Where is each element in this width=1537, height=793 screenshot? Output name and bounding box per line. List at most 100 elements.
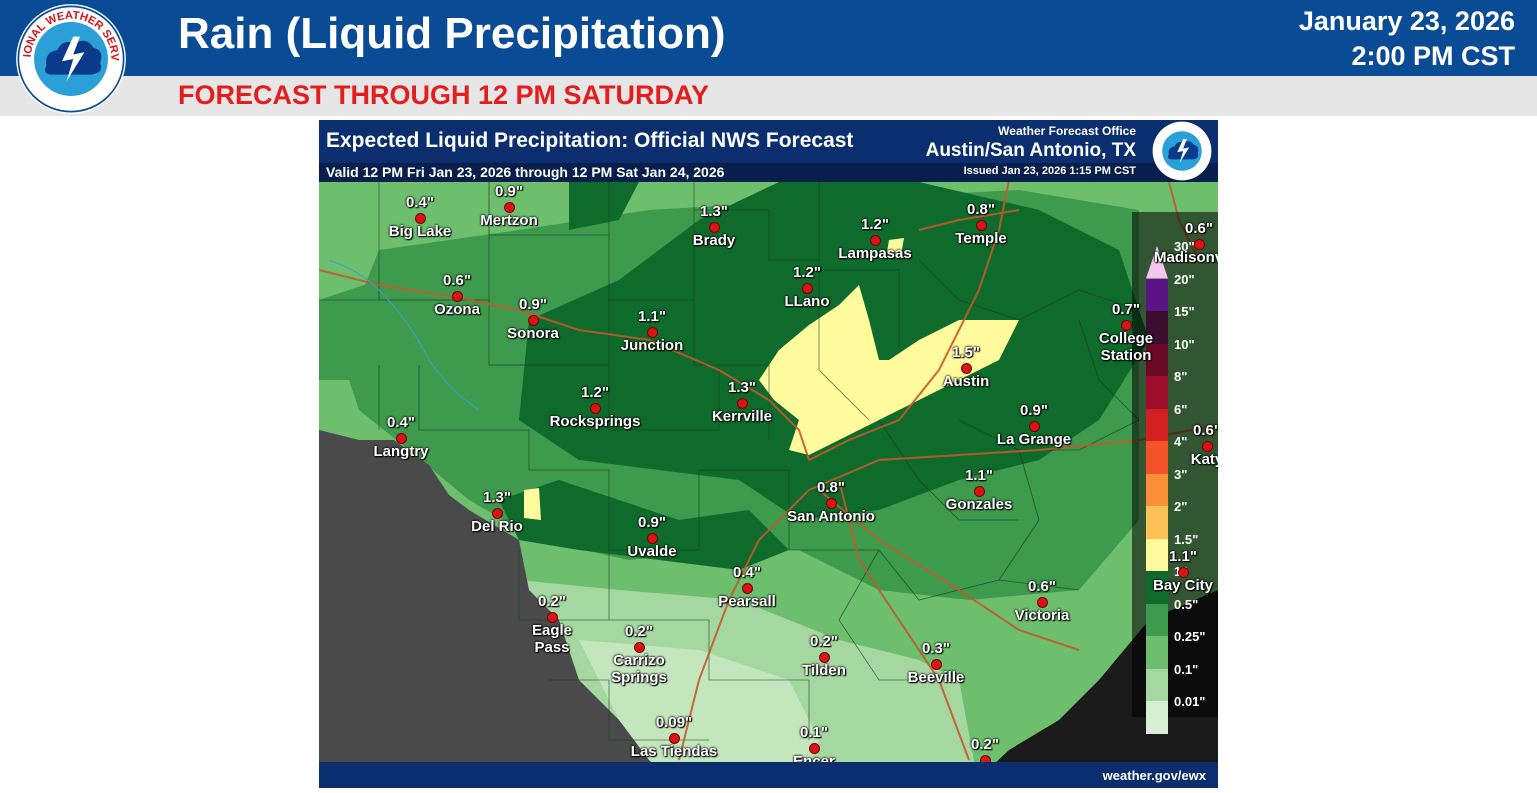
footer-url: weather.gov/ewx xyxy=(1102,768,1206,783)
nws-small-logo xyxy=(1152,121,1212,181)
legend-swatch xyxy=(1146,408,1168,441)
legend-swatch xyxy=(1146,441,1168,474)
city-name: Gonzales xyxy=(945,496,1013,513)
city-marker xyxy=(528,315,539,326)
legend-swatch xyxy=(1146,636,1168,669)
issued-time: Issued Jan 23, 2026 1:15 PM CST xyxy=(963,165,1136,177)
city-name: Pearsall xyxy=(718,593,776,610)
city-precip-value: 0.6" xyxy=(1193,422,1218,439)
city-marker xyxy=(709,222,720,233)
legend-label: 10" xyxy=(1174,336,1195,352)
city-precip-value: 0.1" xyxy=(800,724,828,741)
city-precip-value: 0.2" xyxy=(971,736,999,753)
city-marker xyxy=(634,642,645,653)
legend-label: 8" xyxy=(1174,369,1188,384)
city-precip-value: 1.3" xyxy=(700,203,728,220)
map-valid-bar xyxy=(319,163,1218,182)
city-marker xyxy=(961,363,972,374)
map-footer xyxy=(319,762,1218,788)
office-name: Austin/San Antonio, TX xyxy=(925,140,1136,161)
city-name: Junction xyxy=(620,337,684,354)
city-precip-value: 1.1" xyxy=(965,467,993,484)
city-marker xyxy=(974,486,985,497)
legend-label: 6" xyxy=(1174,401,1188,417)
city-name: Ozona xyxy=(434,301,480,318)
city-precip-value: 0.9" xyxy=(638,514,666,531)
city-name: Kerrville xyxy=(711,408,773,425)
city-precip-value: 0.9" xyxy=(1020,402,1048,419)
legend-label: 2" xyxy=(1174,499,1188,514)
city-precip-value: 0.2" xyxy=(625,623,653,640)
city-precip-value: 0.6" xyxy=(1185,220,1213,237)
header-banner xyxy=(0,0,1537,76)
legend-label: 1.5" xyxy=(1174,531,1199,547)
city-name: Del Rio xyxy=(471,518,523,535)
city-name: San Antonio xyxy=(787,508,875,525)
legend-swatch xyxy=(1146,506,1168,539)
page-title: Rain (Liquid Precipitation) xyxy=(178,9,726,58)
legend-label: 0.1" xyxy=(1174,661,1199,677)
city-precip-value: 1.3" xyxy=(728,379,756,396)
legend-swatch xyxy=(1146,473,1168,506)
city-name: Uvalde xyxy=(627,543,677,560)
city-marker xyxy=(396,433,407,444)
city-marker xyxy=(870,235,881,246)
city-marker xyxy=(547,612,558,623)
legend-swatch xyxy=(1146,668,1168,701)
city-marker xyxy=(1029,421,1040,432)
legend-label: 0.5" xyxy=(1174,596,1199,612)
legend-swatch xyxy=(1146,603,1168,636)
city-name: Big Lake xyxy=(388,223,452,240)
city-precip-value: 0.6" xyxy=(1028,578,1056,595)
city-marker xyxy=(1037,597,1048,608)
city-precip-value: 1.2" xyxy=(861,216,889,233)
city-name: Eagle Pass xyxy=(531,622,573,656)
city-name: Tilden xyxy=(802,662,846,679)
city-marker xyxy=(647,327,658,338)
precipitation-map: Expected Liquid Precipitation: Official … xyxy=(319,120,1218,788)
city-marker xyxy=(737,398,748,409)
city-marker xyxy=(1121,320,1132,331)
city-marker xyxy=(1202,441,1213,452)
city-name: Austin xyxy=(942,373,990,390)
legend-label: 4" xyxy=(1174,434,1188,449)
city-marker xyxy=(492,508,503,519)
map-title: Expected Liquid Precipitation: Official … xyxy=(326,129,854,152)
city-marker xyxy=(1178,567,1189,578)
legend-label: 20" xyxy=(1174,271,1195,287)
city-precip-value: 0.2" xyxy=(810,633,838,650)
city-precip-value: 0.4" xyxy=(733,564,761,581)
city-marker xyxy=(669,733,680,744)
page-subtitle: FORECAST THROUGH 12 PM SATURDAY xyxy=(178,80,710,110)
city-precip-value: 0.8" xyxy=(967,201,995,218)
city-name: Madisonville xyxy=(1153,249,1218,266)
city-marker xyxy=(809,743,820,754)
city-precip-value: 0.8" xyxy=(817,479,845,496)
city-marker xyxy=(504,202,515,213)
city-name: LLano xyxy=(784,293,830,310)
city-marker xyxy=(976,220,987,231)
map-valid-period: Valid 12 PM Fri Jan 23, 2026 through 12 … xyxy=(326,164,725,180)
city-precip-value: 1.3" xyxy=(483,489,511,506)
nws-logo: NATIONAL WEATHER SERVICE xyxy=(15,3,126,114)
city-name: Langtry xyxy=(373,443,429,460)
city-name: College Station xyxy=(1098,330,1154,364)
city-name: Beeville xyxy=(907,669,965,686)
city-precip-value: 1.2" xyxy=(581,384,609,401)
city-precip-value: 0.3" xyxy=(922,640,950,657)
legend-swatch xyxy=(1146,571,1168,604)
legend-swatch xyxy=(1146,278,1168,311)
city-name: La Grange xyxy=(996,431,1072,448)
city-precip-value: 0.9" xyxy=(495,183,523,200)
page-date: January 23, 2026 xyxy=(1298,6,1515,36)
legend-label: 15" xyxy=(1174,304,1195,319)
city-marker xyxy=(452,291,463,302)
city-name: Temple xyxy=(955,230,1007,247)
city-precip-value: 0.6" xyxy=(443,272,471,289)
legend-label: 30" xyxy=(1174,239,1195,254)
city-marker xyxy=(819,652,830,663)
city-marker xyxy=(647,533,658,544)
city-precip-value: 1.2" xyxy=(793,264,821,281)
office-label: Weather Forecast Office xyxy=(998,124,1136,138)
city-precip-value: 0.4" xyxy=(387,414,415,431)
